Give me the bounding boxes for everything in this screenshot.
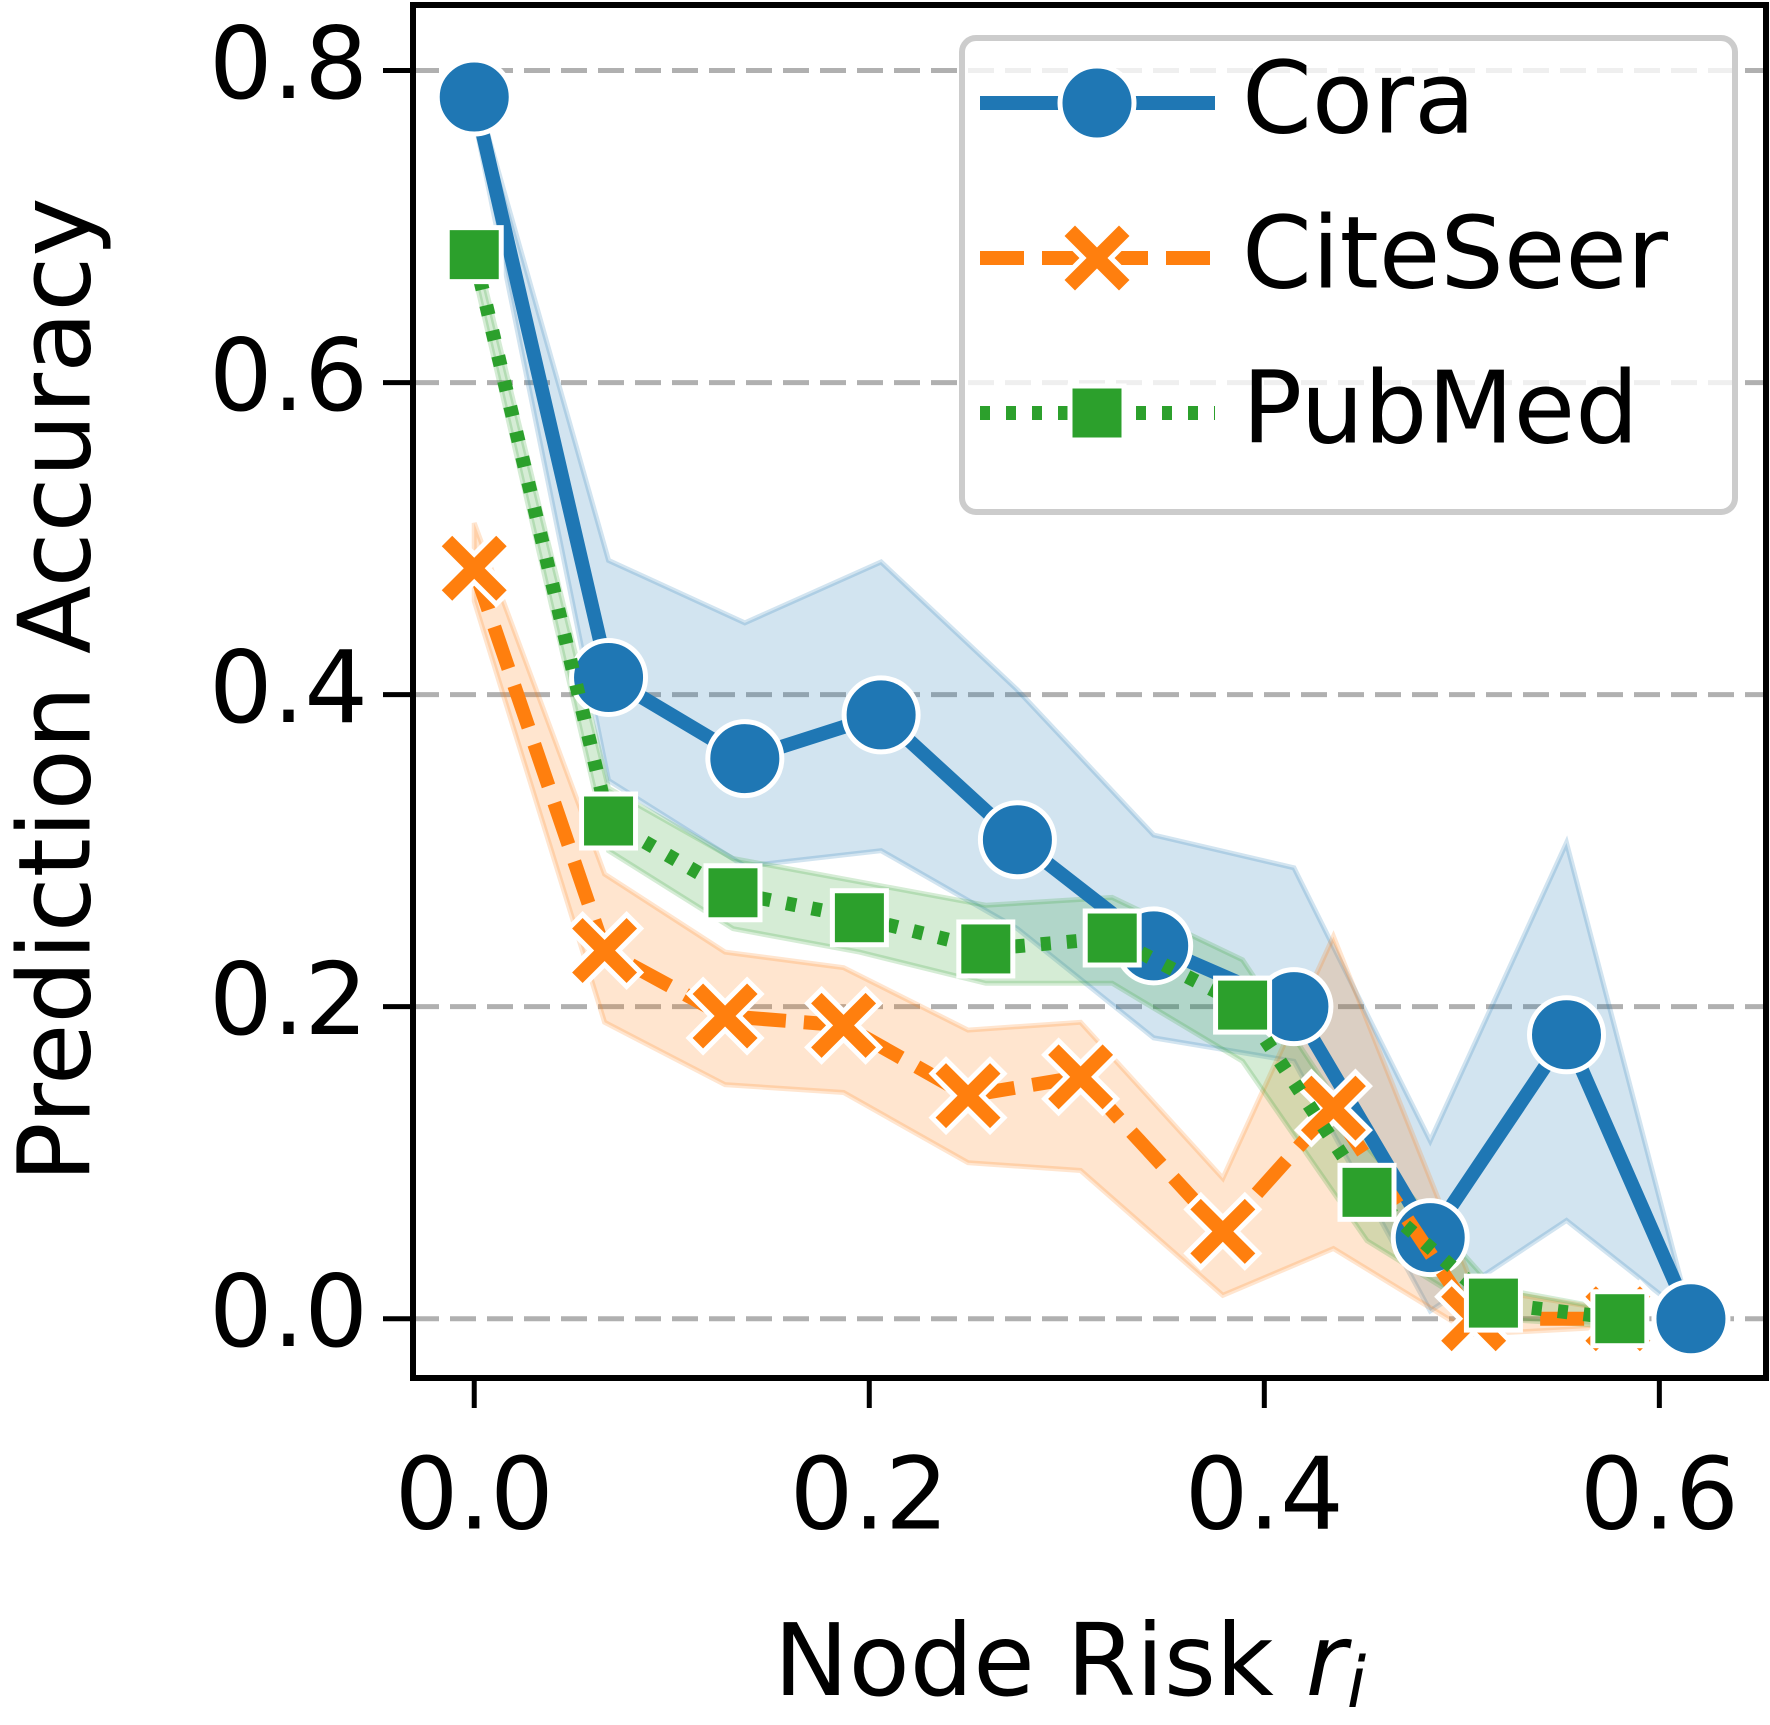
data-point xyxy=(565,910,645,991)
confidence-band xyxy=(471,85,1696,1326)
data-point xyxy=(804,985,884,1065)
data-point xyxy=(434,528,514,608)
legend-box xyxy=(959,35,1738,515)
plot-frame xyxy=(410,2,1769,1381)
data-point xyxy=(977,800,1057,880)
y-axis-label: Prediction Accuracy xyxy=(0,197,113,1182)
series-line xyxy=(467,95,1698,1322)
data-point xyxy=(1082,908,1142,968)
data-point xyxy=(1651,1279,1731,1359)
y-tick-label: 0.2 xyxy=(209,941,368,1058)
data-point xyxy=(1527,995,1607,1075)
data-point xyxy=(1337,1162,1397,1222)
x-tick-label: 0.4 xyxy=(1185,1435,1344,1552)
data-point xyxy=(703,863,763,923)
legend-label: PubMed xyxy=(1242,349,1639,466)
x-label-symbol: r xyxy=(1306,1602,1353,1719)
data-point xyxy=(685,976,765,1056)
y-tick-label: 0.4 xyxy=(209,629,368,746)
x-tick-label: 0.6 xyxy=(1580,1435,1739,1552)
data-point xyxy=(829,888,889,948)
x-label-subscript: i xyxy=(1347,1642,1367,1724)
x-axis-label: Node Risk ri xyxy=(774,1602,1367,1724)
y-tick-label: 0.6 xyxy=(209,317,368,434)
legend-label: CiteSeer xyxy=(1242,194,1669,311)
series-line xyxy=(467,565,1618,1326)
data-point xyxy=(1213,975,1273,1035)
data-point xyxy=(434,57,514,137)
data-point xyxy=(1590,1289,1650,1349)
data-point xyxy=(928,1056,1008,1136)
plot-area xyxy=(434,57,1731,1359)
data-point xyxy=(444,225,504,285)
legend-marker xyxy=(1057,63,1137,143)
data-point xyxy=(1293,1068,1373,1148)
series-line xyxy=(467,253,1621,1326)
data-point xyxy=(569,637,649,717)
legend: Cora CiteSeer PubMed xyxy=(959,35,1738,515)
legend-label: Cora xyxy=(1242,39,1475,156)
x-tick-label: 0.0 xyxy=(395,1435,554,1552)
data-point xyxy=(705,719,785,799)
data-point xyxy=(1041,1037,1121,1117)
legend-marker xyxy=(1067,383,1127,443)
data-point xyxy=(1463,1273,1523,1333)
y-tick-label: 0.0 xyxy=(209,1253,368,1370)
data-point xyxy=(956,919,1016,979)
x-label-text: Node Risk xyxy=(774,1602,1274,1719)
data-point xyxy=(579,791,639,851)
data-point xyxy=(1390,1198,1470,1278)
data-point xyxy=(1183,1191,1263,1271)
y-tick-label: 0.8 xyxy=(209,5,368,122)
legend-marker xyxy=(1057,218,1137,298)
data-point xyxy=(841,675,921,755)
x-tick-label: 0.2 xyxy=(790,1435,949,1552)
